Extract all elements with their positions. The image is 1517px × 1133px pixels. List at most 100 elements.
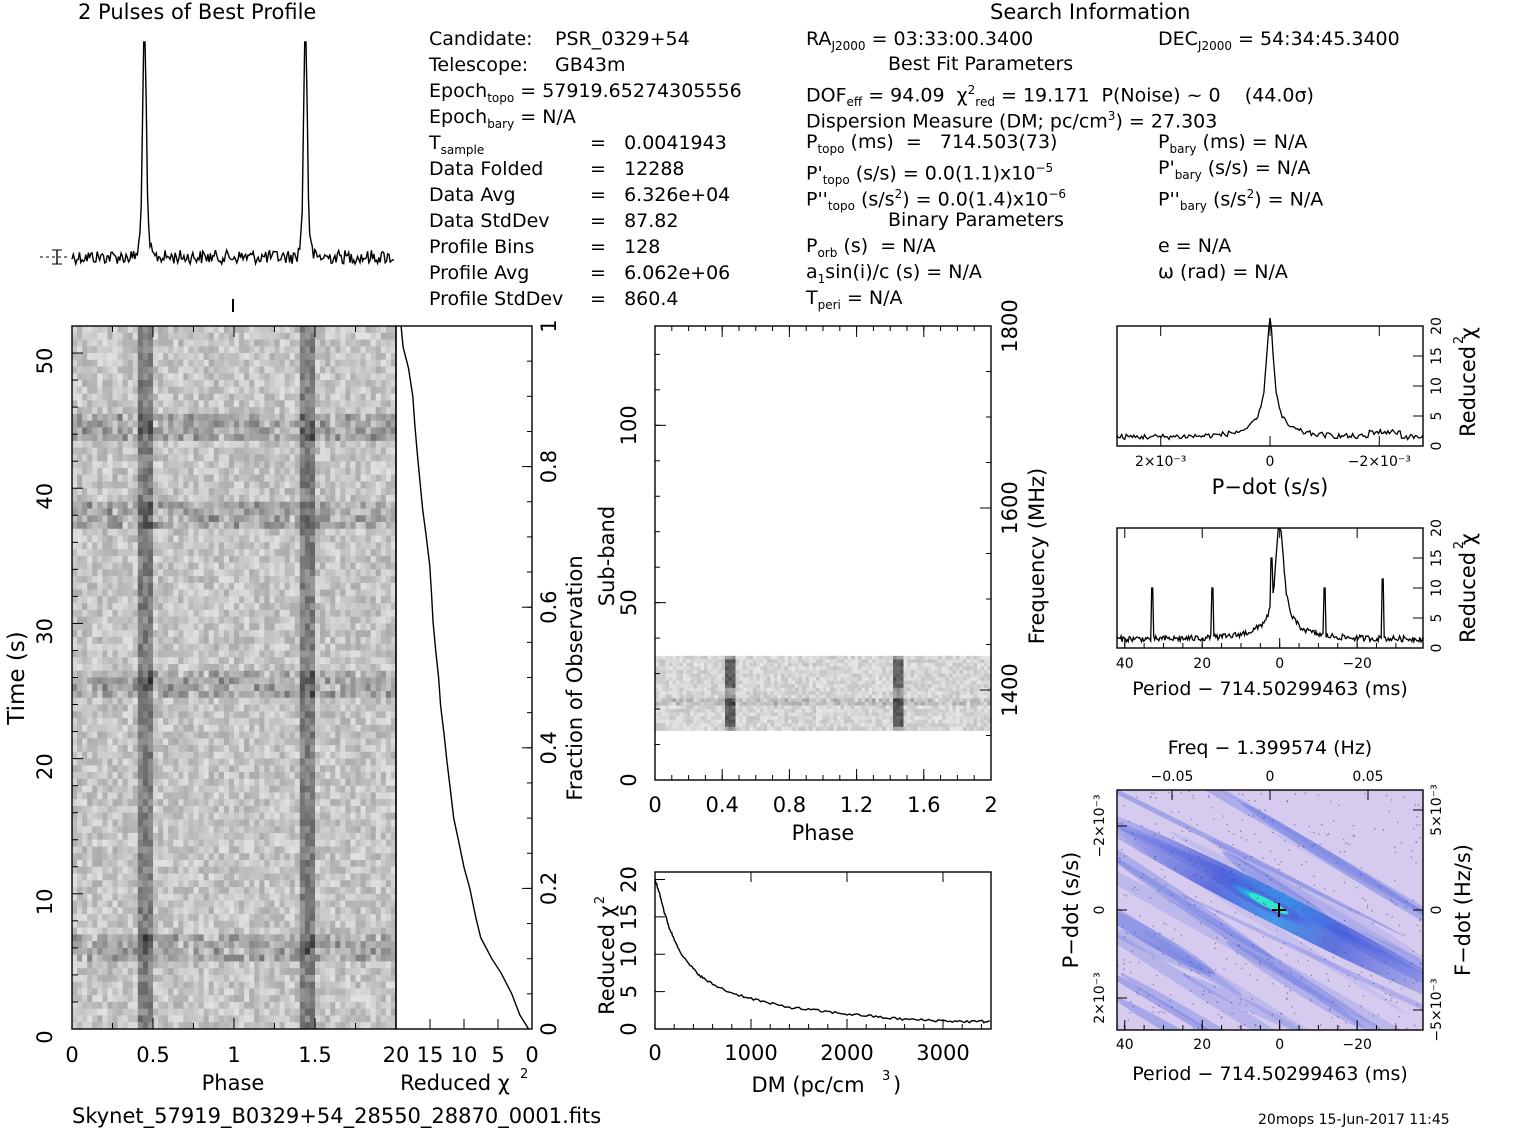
pp-speck bbox=[1158, 1005, 1161, 1007]
pp-speck bbox=[1416, 816, 1418, 818]
info-left-row: Tsample = 0.0041943 bbox=[429, 130, 727, 163]
pp-speck bbox=[1245, 963, 1247, 965]
a1-value: sin(i)/c (s) = N/A bbox=[825, 261, 982, 283]
pp-speck bbox=[1299, 887, 1301, 889]
pp-xlabel: Period − 714.50299463 (ms) bbox=[1132, 1063, 1408, 1085]
fr-xtick-label: 5 bbox=[491, 1043, 504, 1067]
info-left-row: Epochbary = N/A bbox=[429, 104, 576, 137]
pp-speck bbox=[1285, 985, 1287, 988]
info-left-row: Profile Bins = 128 bbox=[429, 234, 660, 260]
pp-speck bbox=[1262, 857, 1264, 859]
pp-speck bbox=[1219, 846, 1221, 848]
pdot-topo-line: P'topo (s/s) = 0.0(1.1)x10−5 bbox=[806, 161, 1054, 188]
pp-speck bbox=[1169, 1000, 1171, 1002]
dm-xtick-label: 3000 bbox=[916, 1041, 969, 1065]
pp-speck bbox=[1356, 887, 1358, 889]
pp-xtick-label: −20 bbox=[1342, 1037, 1372, 1053]
period-curve-line bbox=[1116, 528, 1424, 645]
pdot-bary-line: P'bary (s/s) = N/A bbox=[1158, 157, 1311, 182]
pp-speck bbox=[1358, 973, 1360, 976]
pp-speck bbox=[1284, 840, 1286, 842]
pp-speck bbox=[1394, 846, 1396, 848]
dm-xtick-label: 0 bbox=[648, 1041, 661, 1065]
pp-speck bbox=[1136, 889, 1139, 891]
pp-speck bbox=[1192, 1003, 1195, 1005]
tp-ytick-label: 20 bbox=[33, 753, 57, 780]
pp-y2tick-label: −5×10⁻³ bbox=[1429, 978, 1445, 1041]
dec-line: DECJ2000 = 54:34:45.3400 bbox=[1158, 28, 1400, 53]
pp-speck bbox=[1272, 831, 1274, 834]
pp-speck bbox=[1304, 792, 1307, 794]
pbary-value: (ms) = N/A bbox=[1202, 131, 1308, 153]
pp-speck bbox=[1212, 877, 1214, 880]
pp-speck bbox=[1410, 856, 1413, 858]
pp-speck bbox=[1174, 868, 1177, 870]
fr-ytick-label: 0 bbox=[537, 1022, 561, 1035]
pp-speck bbox=[1391, 997, 1393, 999]
pp-speck bbox=[1157, 947, 1159, 949]
pp-speck bbox=[1338, 804, 1340, 806]
pp-speck bbox=[1397, 821, 1399, 824]
pp-speck bbox=[1337, 862, 1339, 864]
sb-xtick-label: 0.8 bbox=[773, 793, 806, 817]
pp-speck bbox=[1224, 937, 1227, 940]
pp-speck bbox=[1191, 818, 1193, 821]
pdot-plot: 2×10⁻³ 0 −2×10⁻³ 0 5 10 15 20 P−dot (s/s) Reduced… bbox=[1116, 317, 1480, 499]
fr-xtick-label: 15 bbox=[417, 1043, 444, 1067]
info-left-row: Data Folded = 12288 bbox=[429, 156, 685, 182]
pp-speck bbox=[1362, 897, 1364, 899]
pp-speck bbox=[1207, 795, 1210, 797]
tp-xtick-label: 1 bbox=[227, 1043, 240, 1067]
pp-speck bbox=[1141, 825, 1143, 827]
info-left-label: Profile Bins bbox=[429, 236, 535, 258]
pp-speck bbox=[1160, 1011, 1163, 1013]
pd-xtick-label: −2×10⁻³ bbox=[1348, 454, 1411, 470]
pp-speck bbox=[1321, 823, 1323, 826]
pp-speck bbox=[1333, 890, 1335, 892]
tp-ylabel: Time (s) bbox=[4, 631, 30, 726]
pp-speck bbox=[1122, 973, 1124, 975]
sb-ytick-label: 100 bbox=[617, 405, 641, 445]
pp-ytick-label: −2×10⁻³ bbox=[1092, 794, 1108, 857]
pd-xtick-label: 0 bbox=[1266, 454, 1275, 470]
pp-speck bbox=[1134, 838, 1136, 841]
search-info-title: Search Information bbox=[990, 0, 1191, 24]
pp-speck bbox=[1123, 894, 1125, 896]
pp-speck bbox=[1396, 1001, 1398, 1003]
pp-speck bbox=[1343, 919, 1346, 922]
dm-xtick-label: 2000 bbox=[820, 1041, 873, 1065]
pbary-line: Pbary (ms) = N/A bbox=[1158, 131, 1308, 156]
pp-speck bbox=[1208, 991, 1210, 993]
pp-speck bbox=[1132, 888, 1134, 891]
pp-speck bbox=[1123, 959, 1126, 961]
pp-speck bbox=[1327, 979, 1330, 982]
pp-speck bbox=[1223, 968, 1225, 970]
pp-speck bbox=[1238, 793, 1241, 795]
pp-speck bbox=[1300, 863, 1303, 866]
pp-speck bbox=[1155, 823, 1158, 825]
pp-speck bbox=[1278, 868, 1280, 870]
pp-speck bbox=[1300, 942, 1302, 944]
sb-y2label: Frequency (MHz) bbox=[1025, 468, 1049, 644]
pp-speck bbox=[1347, 975, 1350, 977]
info-left-label: Profile Avg bbox=[429, 262, 530, 284]
pp-speck bbox=[1136, 991, 1138, 993]
pp-speck bbox=[1228, 831, 1230, 833]
pp-speck bbox=[1331, 1017, 1333, 1019]
pp-speck bbox=[1174, 928, 1176, 931]
dm-label: Dispersion Measure (DM; pc/cm bbox=[806, 110, 1108, 133]
pp-speck bbox=[1371, 922, 1374, 924]
pp-speck bbox=[1239, 1002, 1241, 1005]
pp-speck bbox=[1400, 987, 1403, 990]
info-left-value: = 87.82 bbox=[584, 210, 679, 232]
tp-xlabel: Phase bbox=[202, 1071, 265, 1095]
pp-speck bbox=[1269, 879, 1272, 881]
info-left-label: Epochbary bbox=[429, 106, 515, 131]
pp-speck bbox=[1119, 861, 1121, 863]
tp-xtick-label: 0 bbox=[65, 1043, 78, 1067]
info-left-label: Epochtopo bbox=[429, 80, 515, 105]
pp-speck bbox=[1394, 879, 1396, 882]
pp-streak bbox=[1117, 911, 1359, 1030]
pp-speck bbox=[1180, 935, 1183, 937]
